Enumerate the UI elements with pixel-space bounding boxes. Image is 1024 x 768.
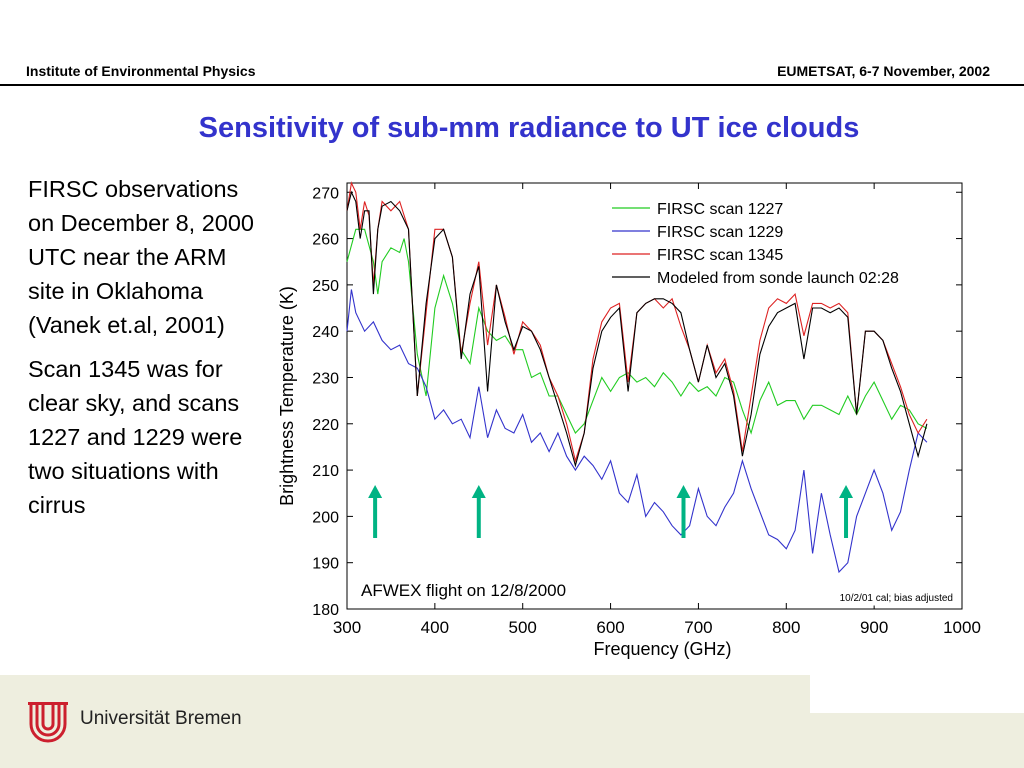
chart-annotation: AFWEX flight on 12/8/2000 xyxy=(361,581,566,600)
x-tick-label: 400 xyxy=(421,618,449,637)
chart-note: 10/2/01 cal; bias adjusted xyxy=(840,593,953,604)
university-name: Universität Bremen xyxy=(80,708,242,729)
y-tick-label: 230 xyxy=(312,370,339,387)
x-tick-label: 600 xyxy=(596,618,624,637)
university-logo-icon xyxy=(28,702,68,743)
x-axis-label: Frequency (GHz) xyxy=(593,639,731,659)
header-institute: Institute of Environmental Physics xyxy=(26,63,256,79)
legend-label-4: Modeled from sonde launch 02:28 xyxy=(657,270,899,287)
y-tick-label: 260 xyxy=(312,232,339,249)
x-tick-label: 500 xyxy=(509,618,537,637)
y-tick-label: 220 xyxy=(312,417,339,434)
arrow-head-2 xyxy=(471,485,486,498)
paragraph-observations: FIRSC observations on December 8, 2000 U… xyxy=(28,176,255,338)
footer-strip xyxy=(810,713,1024,768)
legend-label-1: FIRSC scan 1227 xyxy=(657,201,783,218)
arrow-head-3 xyxy=(676,485,691,498)
y-tick-label: 190 xyxy=(312,556,339,573)
legend-label-2: FIRSC scan 1229 xyxy=(657,224,783,241)
legend-label-3: FIRSC scan 1345 xyxy=(657,247,783,264)
arrow-head-4 xyxy=(839,485,854,498)
arrow-head-1 xyxy=(368,485,383,498)
y-tick-label: 210 xyxy=(312,463,339,480)
series-line-4 xyxy=(346,190,928,468)
series-line-2 xyxy=(346,289,928,574)
slide-title: Sensitivity of sub-mm radiance to UT ice… xyxy=(198,112,860,144)
footer-band xyxy=(0,675,810,768)
y-tick-label: 250 xyxy=(312,278,339,295)
x-tick-label: 800 xyxy=(772,618,800,637)
y-tick-label: 200 xyxy=(312,509,339,526)
paragraph-scans: Scan 1345 was for clear sky, and scans 1… xyxy=(28,356,243,518)
x-tick-label: 900 xyxy=(860,618,888,637)
y-tick-label: 270 xyxy=(312,185,339,202)
header-divider xyxy=(0,84,1024,86)
y-tick-label: 180 xyxy=(312,602,339,619)
x-tick-label: 300 xyxy=(333,618,361,637)
x-tick-label: 1000 xyxy=(943,618,981,637)
x-tick-label: 700 xyxy=(684,618,712,637)
y-tick-label: 240 xyxy=(312,324,339,341)
slide-text: FIRSC observations on December 8, 2000 U… xyxy=(28,172,268,532)
note-box xyxy=(815,587,959,606)
header-event: EUMETSAT, 6-7 November, 2002 xyxy=(777,63,990,79)
series-line-1 xyxy=(346,228,928,435)
plot-frame xyxy=(346,182,963,610)
y-axis-label: Brightness Temperature (K) xyxy=(277,286,297,506)
